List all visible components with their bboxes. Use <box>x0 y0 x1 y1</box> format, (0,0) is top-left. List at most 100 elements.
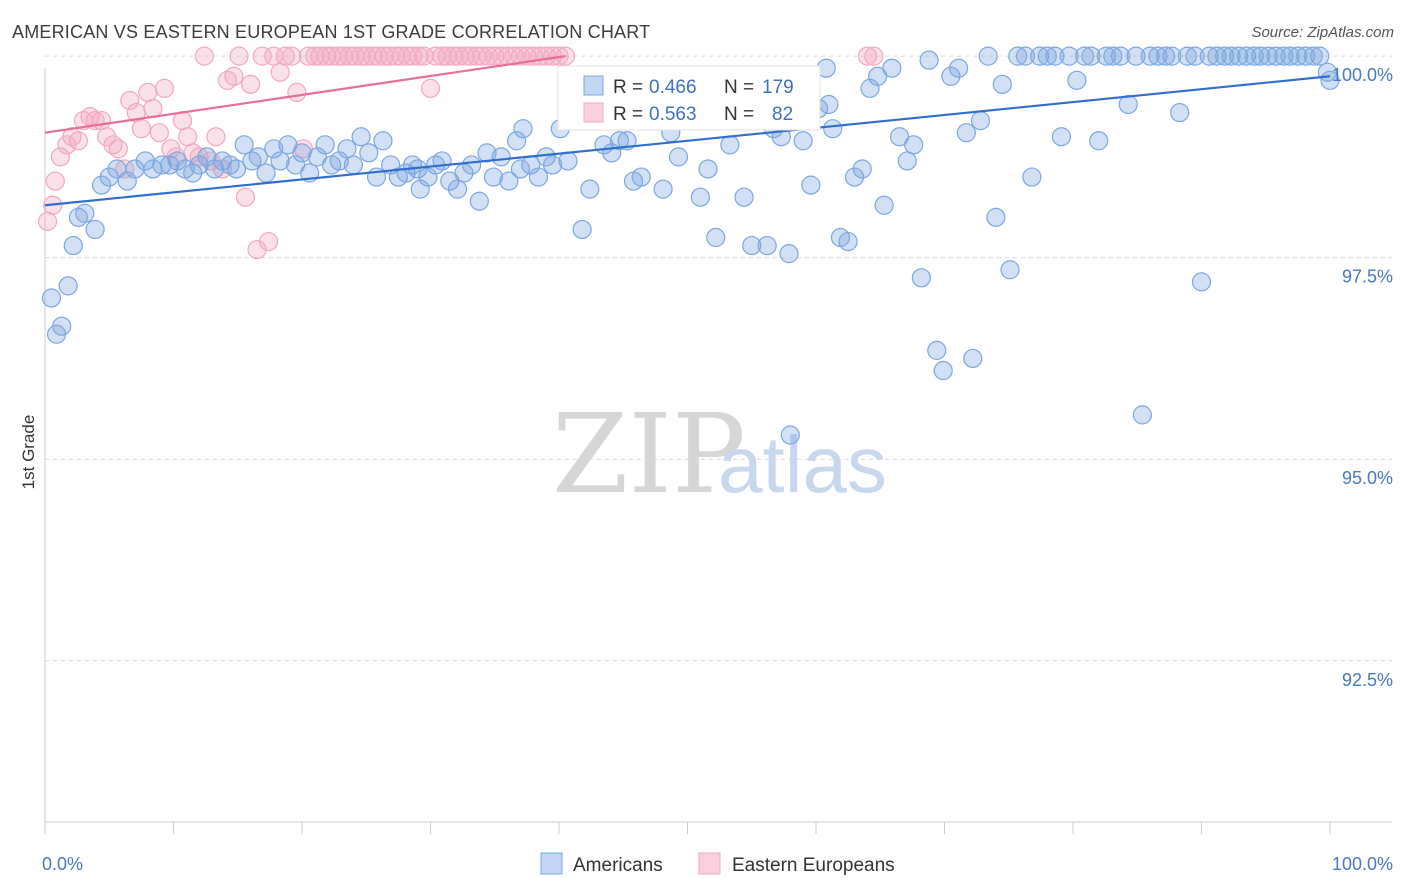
scatter-point <box>189 155 209 175</box>
scatter-point <box>949 58 969 78</box>
scatter-point <box>305 46 325 66</box>
scatter-point <box>653 179 673 199</box>
scatter-point <box>432 151 452 171</box>
scatter-point <box>397 46 417 66</box>
legend-r-value-2: 0.563 <box>649 104 697 125</box>
trend-lines <box>44 55 1331 207</box>
scatter-point <box>337 139 357 159</box>
scatter-point <box>1045 46 1065 66</box>
scatter-point <box>1067 70 1087 90</box>
legend-r-value-1: 0.466 <box>649 77 697 98</box>
scatter-point <box>491 147 511 167</box>
y-tick-label: 100.0% <box>1332 65 1393 85</box>
scatter-point <box>941 66 961 86</box>
scatter-point <box>1266 46 1286 66</box>
axes <box>44 68 1392 834</box>
scatter-point <box>823 119 843 139</box>
scatter-point <box>410 179 430 199</box>
legend-n-value-2: 82 <box>772 104 793 125</box>
scatter-point <box>194 46 214 66</box>
scatter-point <box>1236 46 1257 66</box>
scatter-point <box>99 167 119 187</box>
scatter-point <box>316 46 337 66</box>
scatter-point <box>120 90 140 111</box>
scatter-point <box>108 139 128 159</box>
legend-r-label-1: R = <box>613 77 643 98</box>
watermark: ZIP atlas <box>552 390 887 518</box>
scatter-point <box>933 360 953 381</box>
scatter-point <box>359 143 379 163</box>
scatter-point <box>1110 46 1131 66</box>
scatter-point <box>234 135 254 155</box>
scatter-point <box>1288 46 1308 66</box>
scatter-point <box>1015 46 1036 66</box>
scatter-point <box>420 78 441 98</box>
scatter-point <box>1207 46 1227 66</box>
scatter-point <box>235 187 256 207</box>
x-tick-label-min: 0.0% <box>42 854 83 874</box>
scatter-point <box>897 151 917 171</box>
scatter-point <box>85 219 105 240</box>
scatter-point <box>919 50 939 70</box>
scatter-point <box>205 159 225 179</box>
scatter-point <box>542 155 563 175</box>
series-legend-label-americans: Americans <box>573 855 663 876</box>
scatter-point <box>138 82 158 103</box>
series-legend-swatch-eastern-europeans <box>698 852 721 875</box>
scatter-point <box>1155 46 1176 66</box>
scatter-point <box>698 159 718 179</box>
series-legend: Americans Eastern Europeans <box>540 852 895 876</box>
scatter-point <box>1000 260 1020 280</box>
scatter-point <box>418 167 438 187</box>
scatter-point <box>801 175 821 195</box>
scatter-point <box>572 219 592 240</box>
scatter-point <box>720 135 740 155</box>
scatter-point <box>1251 46 1271 66</box>
y-tick-label: 95.0% <box>1342 468 1393 488</box>
scatter-point <box>819 94 839 115</box>
scatter-point <box>506 131 527 151</box>
scatter-point <box>706 227 726 248</box>
scatter-point <box>68 131 89 151</box>
scatter-point <box>780 425 800 445</box>
scatter-point <box>1008 46 1028 66</box>
scatter-point <box>1191 272 1212 292</box>
scatter-point <box>152 155 172 175</box>
scatter-point <box>690 187 710 207</box>
scatter-point <box>1140 46 1160 66</box>
scatter-point <box>857 46 878 66</box>
scatter-point <box>757 235 777 256</box>
scatter-point <box>874 195 894 215</box>
scatter-point <box>970 111 991 131</box>
scatter-point <box>631 167 651 187</box>
scatter-point <box>1029 46 1050 66</box>
scatter-point <box>1059 46 1079 66</box>
scatter-point <box>1037 46 1057 66</box>
trend-line-americans <box>44 75 1331 207</box>
scatter-point <box>275 46 295 66</box>
legend-swatch-eastern-europeans <box>583 102 604 123</box>
scatter-point <box>1096 46 1117 66</box>
legend-n-label-2: N = <box>724 104 754 125</box>
scatter-point <box>1148 46 1168 66</box>
data-points <box>37 46 1340 445</box>
scatter-point <box>1126 46 1146 66</box>
scatter-point <box>1051 127 1072 147</box>
scatter-point <box>1310 46 1330 66</box>
scatter-point <box>37 211 58 231</box>
scatter-point <box>1280 46 1300 66</box>
y-tick-label: 97.5% <box>1342 267 1393 287</box>
scatter-point <box>793 131 813 151</box>
source-label: Source: ZipAtlas.com <box>1251 24 1394 41</box>
scatter-point <box>258 231 279 252</box>
scatter-point <box>1132 405 1152 425</box>
scatter-point <box>1022 167 1042 187</box>
scatter-point <box>248 147 268 167</box>
legend-n-value-1: 179 <box>762 77 794 98</box>
stats-legend: R = 0.466 N = 179 R = 0.563 N = 82 <box>557 65 821 131</box>
scatter-point <box>580 179 600 199</box>
scatter-point <box>1295 46 1316 66</box>
scatter-point <box>617 131 637 151</box>
scatter-point <box>226 159 247 179</box>
series-legend-label-eastern-europeans: Eastern Europeans <box>732 855 895 876</box>
